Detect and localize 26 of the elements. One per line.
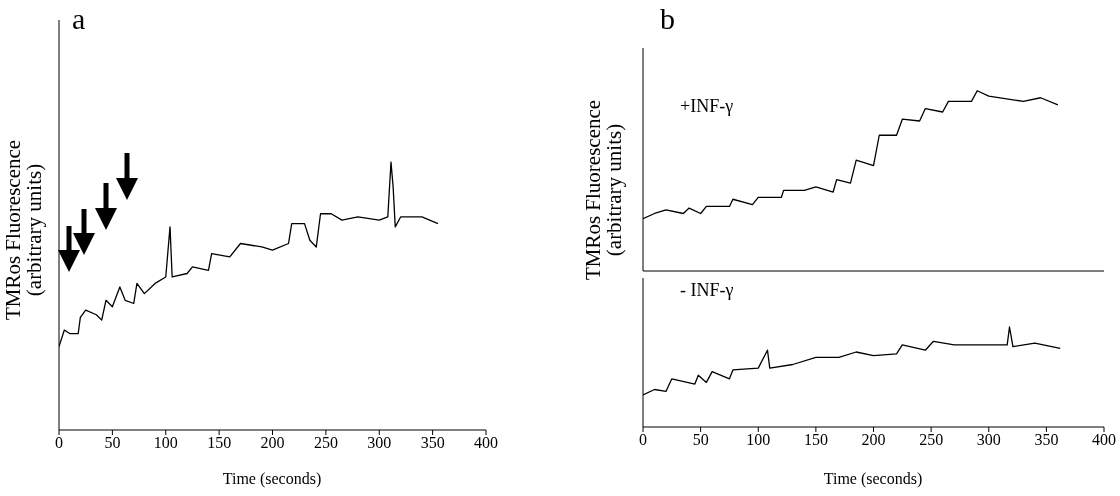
y-axis-title: TMRos Fluorescence (arbitrary units) (581, 99, 626, 281)
x-tick-label: 0 (55, 434, 63, 452)
x-tick-label: 300 (367, 434, 392, 452)
x-tick-label: 100 (746, 431, 771, 449)
y-axis-title: TMRos Fluorescence (arbitrary units) (1, 139, 46, 321)
x-axis-title: Time (seconds) (823, 470, 923, 488)
x-tick-label: 0 (639, 431, 647, 449)
chart-title: a (72, 2, 86, 35)
x-tick-label: 250 (919, 431, 944, 449)
x-tick-label: 350 (420, 434, 445, 452)
x-tick-label: 100 (153, 434, 178, 452)
text: +INF-γ (680, 96, 734, 117)
x-tick-label: 200 (861, 431, 886, 449)
x-tick-label: 400 (474, 434, 498, 452)
x-tick-label: 300 (976, 431, 1001, 449)
x-tick-label: 50 (104, 434, 121, 452)
x-tick-label: 150 (803, 431, 828, 449)
x-tick-label: 400 (1092, 431, 1116, 449)
x-tick-label: 250 (313, 434, 338, 452)
x-tick-label: 150 (207, 434, 232, 452)
x-tick-label: 350 (1034, 431, 1059, 449)
x-axis-title: Time (seconds) (222, 470, 322, 488)
x-tick-label: 200 (260, 434, 285, 452)
x-tick-label: 50 (692, 431, 709, 449)
chart-title: b (660, 2, 675, 35)
text: - INF-γ (680, 280, 734, 301)
